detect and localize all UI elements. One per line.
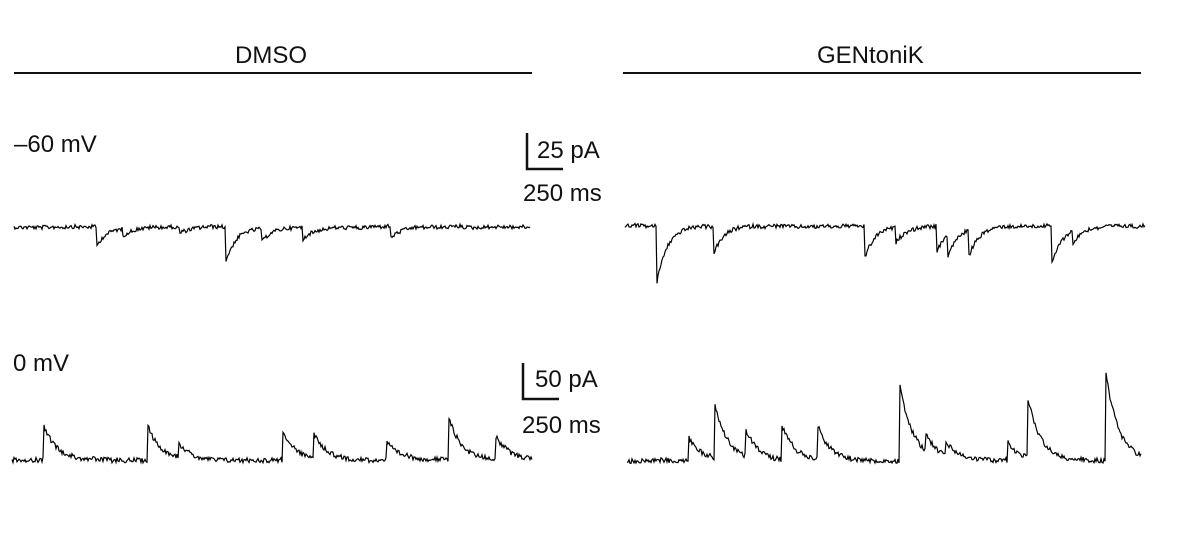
scale-time-label-row-2: 250 ms — [522, 412, 601, 439]
scale-bar-row-1 — [525, 133, 563, 171]
trace-gentonik-minus60mv — [624, 221, 1146, 284]
trace-dmso-minus60mv — [13, 222, 531, 262]
scale-current-label-row-2: 50 pA — [535, 366, 598, 393]
trace-gentonik-0mv — [626, 372, 1142, 465]
scale-current-label-row-1: 25 pA — [537, 137, 600, 164]
condition-label-dmso: DMSO — [235, 42, 307, 69]
scale-bar-row-2 — [521, 363, 559, 401]
scale-time-label-row-1: 250 ms — [523, 180, 602, 207]
trace-dmso-0mv — [11, 416, 533, 465]
voltage-label-row-2: 0 mV — [13, 350, 70, 377]
voltage-label-row-1: –60 mV — [14, 131, 97, 158]
condition-label-gentonik: GENtoniK — [817, 42, 924, 69]
